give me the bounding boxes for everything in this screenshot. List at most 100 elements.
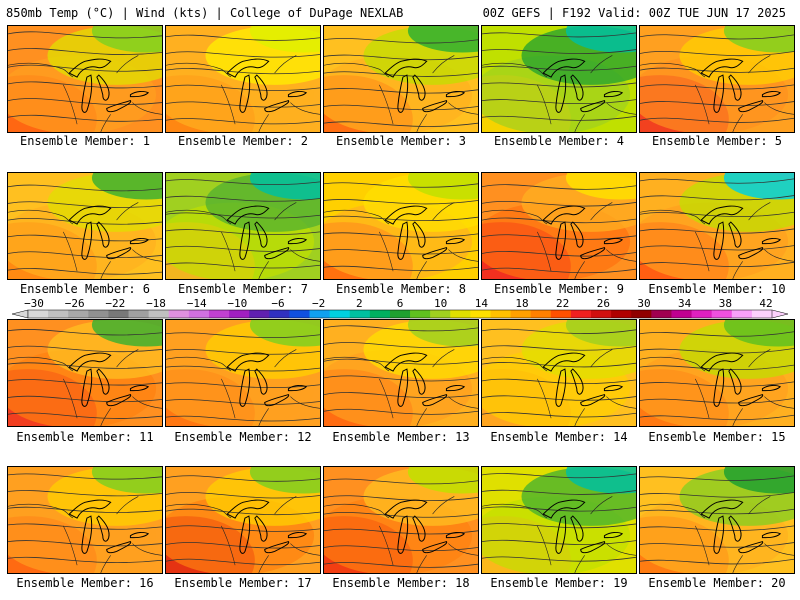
ensemble-panel [639,172,795,280]
colorbar-tick-label: 2 [356,297,363,310]
ensemble-member-label: Ensemble Member: 16 [16,576,154,590]
colorbar-tick-label: 38 [719,297,732,310]
colorbar-swatch [651,310,672,318]
ensemble-panel [165,172,321,280]
ensemble-panel [323,319,479,427]
temperature-map [324,173,478,279]
ensemble-member-label: Ensemble Member: 1 [19,134,151,148]
colorbar-swatch [269,310,290,318]
ensemble-member-label: Ensemble Member: 9 [493,282,625,296]
colorbar-tick-label: 10 [434,297,447,310]
colorbar-swatch [309,310,331,318]
ensemble-panel [639,319,795,427]
ensemble-panel [7,319,163,427]
ensemble-member-label: Ensemble Member: 8 [335,282,467,296]
colorbar-swatch [410,310,431,318]
ensemble-panel [481,25,637,133]
ensemble-member-label: Ensemble Member: 6 [19,282,151,296]
colorbar-swatch [389,310,411,318]
temperature-map [482,173,636,279]
temperature-map [482,320,636,426]
temperature-map [8,26,162,132]
colorbar-swatch [28,310,49,318]
temperature-map [8,467,162,573]
colorbar-tick-label: 30 [637,297,650,310]
ensemble-panel [165,319,321,427]
ensemble-panel [323,172,479,280]
colorbar-swatch [208,310,230,318]
temperature-map [166,320,320,426]
ensemble-member-label: Ensemble Member: 3 [335,134,467,148]
colorbar-swatch [188,310,210,318]
colorbar-swatch [570,310,592,318]
temperature-map [8,173,162,279]
colorbar-tick-label: 22 [556,297,569,310]
ensemble-panel [323,466,479,574]
colorbar-swatch [229,310,250,318]
temperature-map [166,467,320,573]
colorbar-swatch [751,310,773,318]
colorbar-tick-label: −22 [105,297,125,310]
ensemble-member-label: Ensemble Member: 5 [651,134,783,148]
temperature-map [324,26,478,132]
ensemble-member-label: Ensemble Member: 20 [648,576,786,590]
run-valid-time: 00Z GEFS | F192 Valid: 00Z TUE JUN 17 20… [482,6,786,20]
colorbar-swatch [631,310,652,318]
colorbar-tick-label: 34 [678,297,692,310]
ensemble-member-label: Ensemble Member: 15 [648,430,786,444]
ensemble-panel [481,319,637,427]
colorbar-swatch [591,310,612,318]
colorbar-tick-label: −14 [187,297,207,310]
colorbar-tick-label: 14 [475,297,489,310]
temperature-map [640,26,794,132]
chart-title: 850mb Temp (°C) | Wind (kts) | College o… [6,6,404,20]
colorbar-swatch [691,310,713,318]
ensemble-panel [7,25,163,133]
temperature-map [640,173,794,279]
colorbar-swatch [108,310,130,318]
ensemble-panel [639,25,795,133]
ensemble-member-label: Ensemble Member: 18 [332,576,470,590]
colorbar-tick-label: 18 [515,297,528,310]
ensemble-member-label: Ensemble Member: 12 [174,430,312,444]
temperature-map [640,467,794,573]
colorbar-swatch [510,310,532,318]
temperature-map [482,26,636,132]
colorbar-swatch [289,310,311,318]
colorbar-tick-label: −2 [312,297,325,310]
ensemble-panel [481,172,637,280]
temperature-map [324,467,478,573]
temperature-map [482,467,636,573]
colorbar-swatch [329,310,351,318]
colorbar-swatch [671,310,693,318]
colorbar-tick-label: −10 [227,297,247,310]
colorbar-swatch [168,310,190,318]
colorbar-swatch [369,310,391,318]
temperature-map [166,26,320,132]
colorbar-swatch [68,310,89,318]
colorbar-graphic: −30 −26 −22 −18 −14 −10 −6 −2 2 6 10 14 18 22 26 30 34 38… [11,297,789,319]
ensemble-member-label: Ensemble Member: 11 [16,430,154,444]
colorbar-tick-label: 6 [397,297,404,310]
colorbar-swatch [731,310,753,318]
ensemble-member-label: Ensemble Member: 2 [177,134,309,148]
temperature-colorbar: −30 −26 −22 −18 −14 −10 −6 −2 2 6 10 14 18 22 26 30 34 38… [0,296,800,320]
temperature-map [640,320,794,426]
ensemble-panel [481,466,637,574]
colorbar-swatch [430,310,451,318]
ensemble-panel [165,25,321,133]
colorbar-swatch [349,310,371,318]
colorbar-swatch [450,310,471,318]
ensemble-panel [323,25,479,133]
ensemble-member-label: Ensemble Member: 10 [648,282,786,296]
ensemble-member-label: Ensemble Member: 19 [490,576,628,590]
colorbar-swatch [88,310,109,318]
colorbar-swatch [48,310,69,318]
ensemble-member-label: Ensemble Member: 14 [490,430,628,444]
colorbar-swatch [249,310,270,318]
ensemble-panel [639,466,795,574]
colorbar-tick-label: −26 [65,297,85,310]
ensemble-member-label: Ensemble Member: 17 [174,576,312,590]
colorbar-tick-label: −6 [271,297,284,310]
ensemble-member-label: Ensemble Member: 7 [177,282,309,296]
